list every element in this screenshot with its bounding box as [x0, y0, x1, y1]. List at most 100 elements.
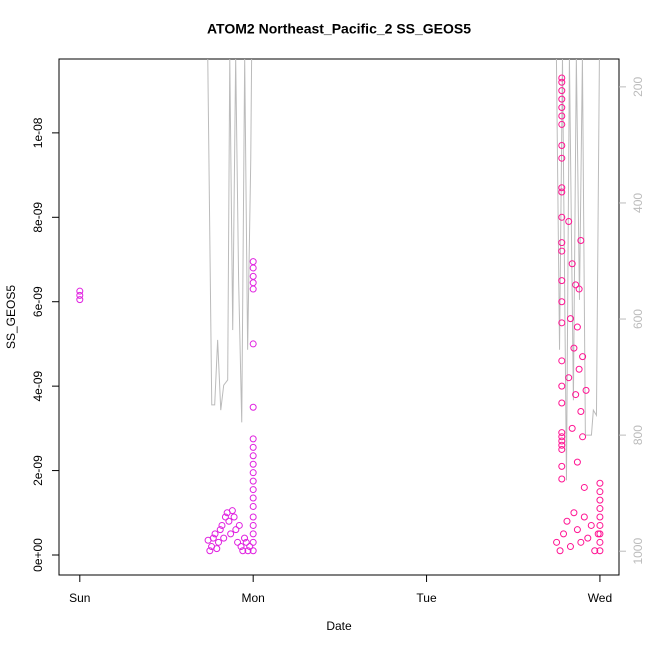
y-tick-label: 6e-09: [31, 286, 45, 317]
scatter-point: [249, 403, 257, 411]
scatter-point: [249, 272, 257, 280]
scatter-point: [249, 285, 257, 293]
scatter-point: [249, 502, 257, 510]
scatter-point: [558, 120, 566, 128]
scatter-point: [215, 538, 223, 546]
scatter-point: [568, 424, 576, 432]
scatter-point: [566, 315, 574, 323]
scatter-point: [249, 477, 257, 485]
scatter-point: [246, 543, 254, 551]
scatter-point: [565, 374, 573, 382]
scatter-point: [579, 433, 587, 441]
plot-area: [76, 59, 604, 555]
scatter-point: [558, 462, 566, 470]
scatter-point: [596, 496, 604, 504]
y2-tick-label: 1000: [631, 538, 645, 565]
scatter-point: [249, 521, 257, 529]
line-series: [207, 59, 600, 481]
scatter-point: [558, 437, 566, 445]
scatter-point: [579, 353, 587, 361]
scatter-point: [558, 319, 566, 327]
scatter-point: [249, 340, 257, 348]
scatter-point: [596, 547, 604, 555]
scatter-point: [558, 247, 566, 255]
scatter-point: [237, 543, 245, 551]
scatter-point: [558, 399, 566, 407]
scatter-point: [573, 458, 581, 466]
scatter-point: [241, 534, 249, 542]
scatter-point: [587, 521, 595, 529]
scatter-point: [558, 184, 566, 192]
scatter-point: [570, 509, 578, 517]
scatter-point: [249, 486, 257, 494]
scatter-point: [558, 441, 566, 449]
scatter-point: [249, 264, 257, 272]
scatter-point: [76, 296, 84, 304]
scatter-point: [220, 534, 228, 542]
scatter-point: [558, 475, 566, 483]
scatter-point: [76, 287, 84, 295]
scatter-point: [249, 443, 257, 451]
y-tick-label: 0e+00: [31, 538, 45, 572]
scatter-point: [577, 407, 585, 415]
scatter-point: [249, 435, 257, 443]
scatter-point: [596, 513, 604, 521]
x-tick-label: Wed: [588, 591, 612, 605]
scatter-point: [216, 526, 224, 534]
y2-tick-label: 400: [631, 193, 645, 213]
scatter-point: [249, 513, 257, 521]
scatter-point: [249, 460, 257, 468]
y2-tick-label: 600: [631, 309, 645, 329]
scatter-point: [242, 538, 250, 546]
scatter-point: [558, 112, 566, 120]
scatter-point: [249, 494, 257, 502]
y2-tick-label: 800: [631, 425, 645, 445]
scatter-point: [558, 154, 566, 162]
y-tick-label: 2e-09: [31, 455, 45, 486]
scatter-point: [572, 391, 580, 399]
scatter-point: [596, 479, 604, 487]
scatter-point: [249, 452, 257, 460]
scatter-point: [558, 78, 566, 86]
plot-frame: [58, 58, 620, 576]
scatter-point: [558, 87, 566, 95]
scatter-point: [558, 239, 566, 247]
scatter-point: [232, 526, 240, 534]
scatter-point: [596, 530, 604, 538]
scatter-point: [572, 281, 580, 289]
scatter-point: [230, 513, 238, 521]
scatter-point: [249, 469, 257, 477]
scatter-point: [553, 538, 561, 546]
scatter-point: [558, 188, 566, 196]
scatter-point: [565, 218, 573, 226]
scatter-point: [558, 445, 566, 453]
scatter-point: [558, 213, 566, 221]
scatter-point: [577, 237, 585, 245]
scatter-point: [249, 538, 257, 546]
scatter-point: [558, 142, 566, 150]
scatter-point: [558, 74, 566, 82]
scatter-point: [580, 483, 588, 491]
y-axis-label: SS_GEOS5: [4, 285, 18, 349]
scatter-point: [249, 258, 257, 266]
y-tick-label: 4e-09: [31, 370, 45, 401]
scatter-point: [575, 365, 583, 373]
scatter-point: [580, 513, 588, 521]
scatter-point: [575, 285, 583, 293]
scatter-point: [76, 291, 84, 299]
x-axis-label: Date: [326, 619, 352, 633]
scatter-point: [584, 534, 592, 542]
y-tick-label: 1e-08: [31, 117, 45, 148]
y-tick-label: 8e-09: [31, 202, 45, 233]
scatter-point: [234, 538, 242, 546]
scatter-point: [244, 547, 252, 555]
scatter-point: [227, 530, 235, 538]
scatter-point: [209, 534, 217, 542]
y2-tick-label: 200: [631, 77, 645, 97]
scatter-point: [558, 298, 566, 306]
x-tick-label: Sun: [69, 591, 90, 605]
scatter-point: [558, 382, 566, 390]
scatter-point: [558, 277, 566, 285]
scatter-point: [573, 526, 581, 534]
